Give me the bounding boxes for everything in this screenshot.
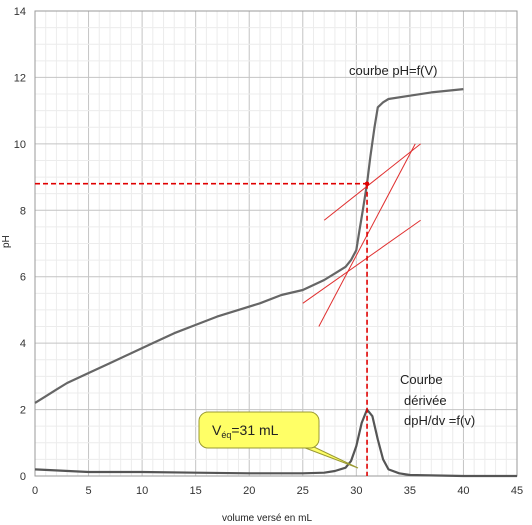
- y-tick-label: 2: [20, 405, 26, 417]
- y-tick-label: 12: [14, 72, 26, 84]
- y-tick-label: 14: [14, 6, 26, 18]
- y-tick-label: 10: [14, 139, 26, 151]
- y-tick-label: 0: [20, 471, 26, 483]
- x-tick-label: 0: [32, 485, 38, 497]
- plot-frame: [34, 10, 518, 477]
- equivalence-point: [364, 181, 370, 186]
- x-axis-label: volume versé en mL: [222, 513, 312, 524]
- derivative-label-line-2: dérivée: [404, 393, 447, 408]
- derivative-curve-line: [34, 408, 517, 478]
- x-tick-label: 10: [136, 485, 148, 497]
- equivalence-callout: Véq=31 mL: [198, 411, 359, 469]
- x-tick-label: 35: [404, 485, 416, 497]
- callout-subscript: éq: [221, 430, 231, 440]
- callout-v: V: [212, 422, 222, 438]
- y-tick-label: 4: [20, 338, 26, 350]
- tangent-line: [323, 143, 421, 221]
- tangent-layer: [302, 143, 421, 327]
- x-tick-label: 40: [457, 485, 469, 497]
- x-tick-label: 5: [85, 485, 91, 497]
- callout-box: [198, 411, 320, 449]
- callout-text: Véq=31 mL: [212, 422, 279, 440]
- derivative-label-line-3: dpH/dv =f(v): [404, 413, 475, 428]
- plot-border: [34, 10, 518, 477]
- x-tick-label: 15: [190, 485, 202, 497]
- derivative-label: Courbe dérivée dpH/dv =f(v): [400, 372, 475, 428]
- y-axis-label: pH: [1, 235, 12, 248]
- y-tick-label: 8: [20, 205, 26, 217]
- derivative-label-line-1: Courbe: [400, 372, 443, 387]
- callout-pointer: [299, 445, 359, 469]
- callout-value: =31 mL: [231, 422, 278, 438]
- x-tick-label: 20: [243, 485, 255, 497]
- ph-curve-label: courbe pH=f(V): [349, 63, 438, 78]
- tick-labels: 0 5 10 15 20 25 30 35 40 45 0 2 4 6 8 10 12 14: [14, 6, 523, 497]
- x-tick-label: 30: [350, 485, 362, 497]
- equivalence-layer: [35, 181, 370, 476]
- x-tick-label: 45: [511, 485, 523, 497]
- ph-curve-line: [34, 88, 464, 404]
- x-tick-label: 25: [297, 485, 309, 497]
- series-layer: [34, 88, 517, 478]
- tangent-line: [302, 219, 421, 304]
- y-tick-label: 6: [20, 272, 26, 284]
